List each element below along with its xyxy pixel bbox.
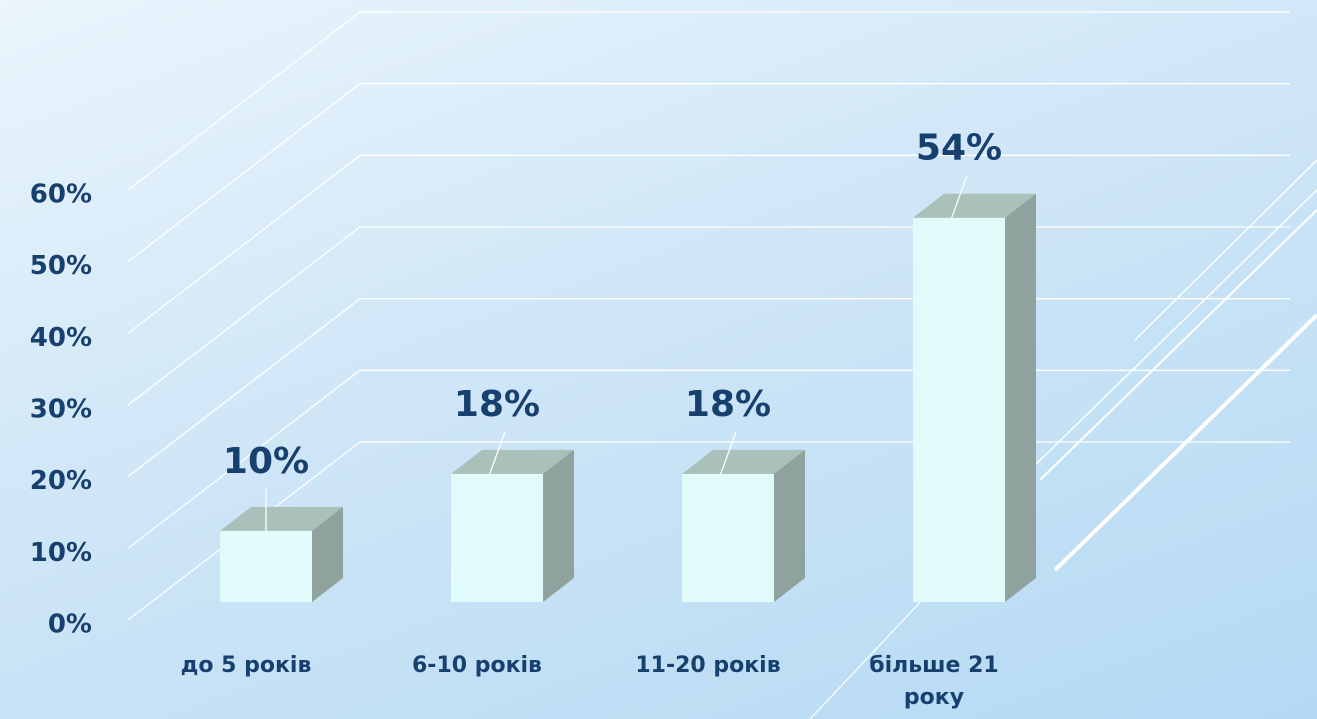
x-tick-label: 6-10 років xyxy=(412,653,542,678)
bar-front xyxy=(682,473,774,602)
x-tick-label: до 5 років xyxy=(180,653,312,678)
y-tick-label: 50% xyxy=(30,251,92,281)
grid-line xyxy=(127,83,1290,263)
bar xyxy=(682,449,805,602)
y-tick-label: 10% xyxy=(30,538,92,568)
bar xyxy=(913,193,1036,602)
x-tick-label: 11-20 років xyxy=(635,653,781,678)
bar-top xyxy=(682,449,805,474)
leader-line xyxy=(719,431,737,477)
y-tick-label: 20% xyxy=(30,466,92,496)
grid-line xyxy=(127,11,1290,191)
x-tick-label: більше 21 року xyxy=(869,653,999,710)
bar-side xyxy=(1005,193,1036,602)
bar-front xyxy=(220,530,312,602)
bar-side xyxy=(774,449,805,602)
value-label: 54% xyxy=(916,128,1002,169)
bar-side xyxy=(312,506,343,602)
decor xyxy=(809,159,1317,719)
bar-front xyxy=(451,473,543,602)
bar-front xyxy=(913,217,1005,602)
y-tick-label: 60% xyxy=(30,180,92,210)
bar-top xyxy=(220,506,343,531)
leader-line xyxy=(950,175,968,220)
bar-side xyxy=(543,449,574,602)
grid-line xyxy=(127,226,1290,406)
grid-line xyxy=(127,154,1290,334)
leader-line xyxy=(488,431,506,477)
bar xyxy=(451,449,574,602)
y-tick-label: 30% xyxy=(30,395,92,425)
bar xyxy=(220,506,343,602)
value-label: 18% xyxy=(454,384,540,425)
bar-top xyxy=(451,449,574,474)
y-tick-label: 0% xyxy=(48,610,92,640)
bar-top xyxy=(913,193,1036,218)
value-label: 10% xyxy=(223,441,309,482)
y-tick-label: 40% xyxy=(30,323,92,353)
value-label: 18% xyxy=(685,384,771,425)
